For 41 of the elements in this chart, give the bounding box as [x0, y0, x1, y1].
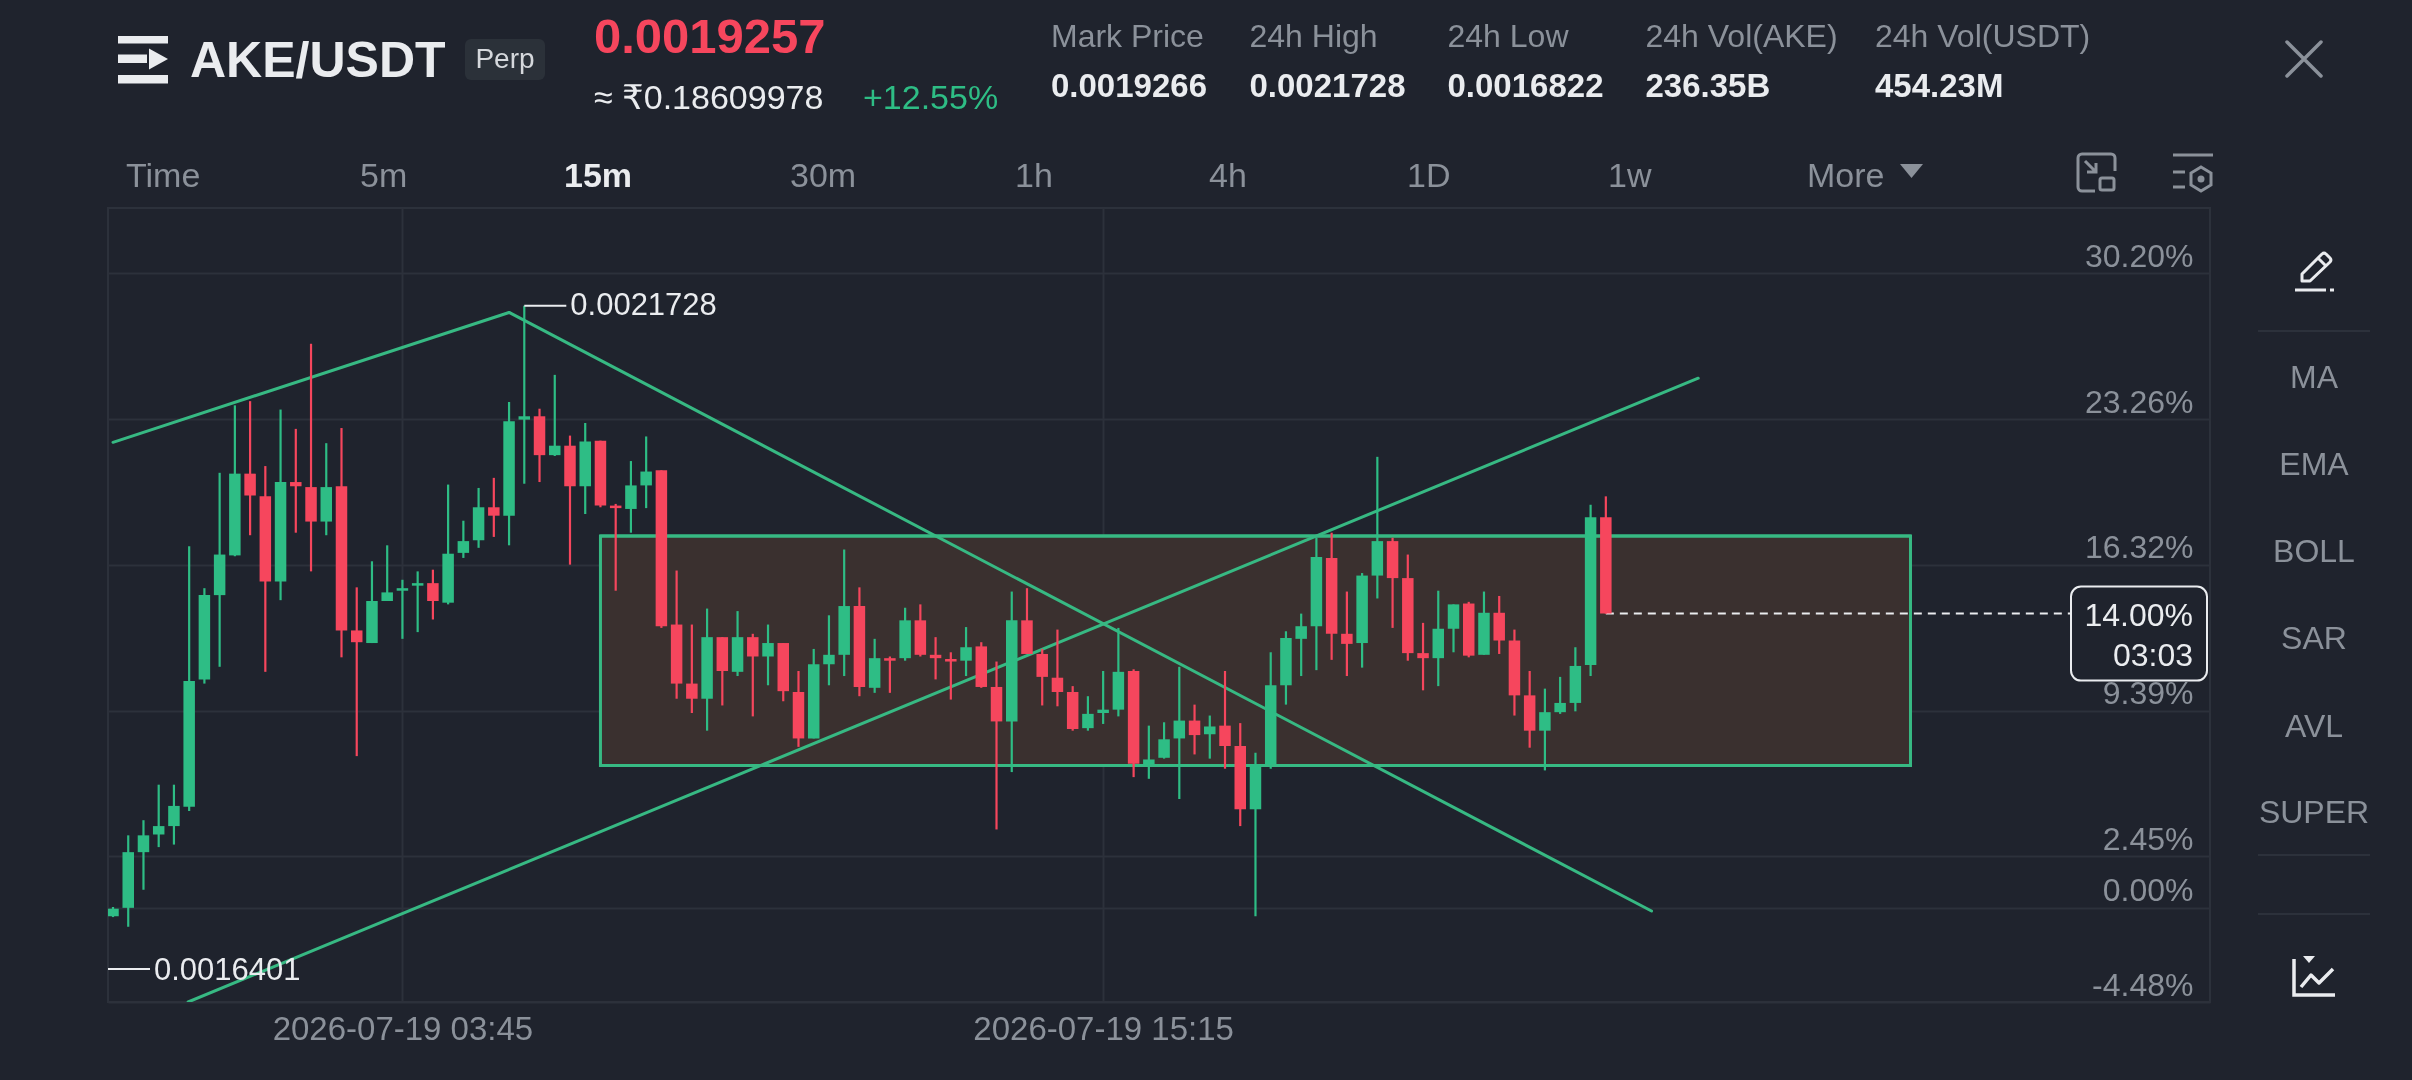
text: 0.0019266	[1051, 66, 1207, 104]
text: EMA	[2279, 446, 2349, 482]
chart-title: AKE/USDT	[190, 32, 446, 88]
text: Perp	[475, 43, 535, 74]
text: 24h High	[1249, 18, 1378, 54]
text: Mark Price	[1051, 18, 1204, 54]
text: 1w	[1608, 156, 1652, 194]
y-tick-label: 16.32%	[2084, 529, 2194, 566]
text: MA	[2290, 359, 2338, 395]
text: 236.35B	[1645, 66, 1771, 104]
text: 0.0021728	[1249, 66, 1406, 104]
y-tick-label: 2.45%	[2102, 820, 2194, 857]
y-tick-label: 23.26%	[2084, 383, 2194, 420]
text: ≈ ₹0.18609978	[594, 78, 824, 116]
text: 5m	[360, 156, 408, 194]
text: 15m	[564, 156, 633, 194]
text: AVL	[2284, 707, 2344, 744]
text: 4h	[1209, 156, 1247, 194]
y-tick-label: 0.00%	[2102, 872, 2194, 909]
text: 30m	[790, 156, 857, 194]
text: 24h Vol(AKE)	[1645, 18, 1838, 54]
text: Time	[126, 156, 201, 194]
y-tick-label: -4.48%	[2092, 966, 2194, 1003]
text: SAR	[2281, 620, 2347, 656]
text: 0.0019257	[594, 8, 826, 63]
text: 0.0016822	[1447, 66, 1604, 104]
text: 454.23M	[1875, 66, 2004, 104]
text: 24h Vol(USDT)	[1875, 18, 2091, 54]
text: +12.55%	[863, 78, 999, 116]
x-tick-label: 2026-07-19 03:45	[272, 1009, 534, 1047]
text: SUPER	[2258, 794, 2370, 830]
text: More	[1807, 156, 1885, 194]
text: 1D	[1407, 156, 1451, 194]
text: BOLL	[2273, 533, 2355, 569]
annotation: 0.0021728	[570, 286, 717, 322]
y-tick-label: 30.20%	[2084, 237, 2194, 274]
ref-line-label: 14.00% 03:03	[2084, 596, 2193, 673]
text: 1h	[1015, 156, 1053, 194]
y-tick-label: 9.39%	[2102, 675, 2194, 711]
text: 24h Low	[1447, 18, 1569, 54]
x-tick-label: 2026-07-19 15:15	[973, 1009, 1234, 1047]
